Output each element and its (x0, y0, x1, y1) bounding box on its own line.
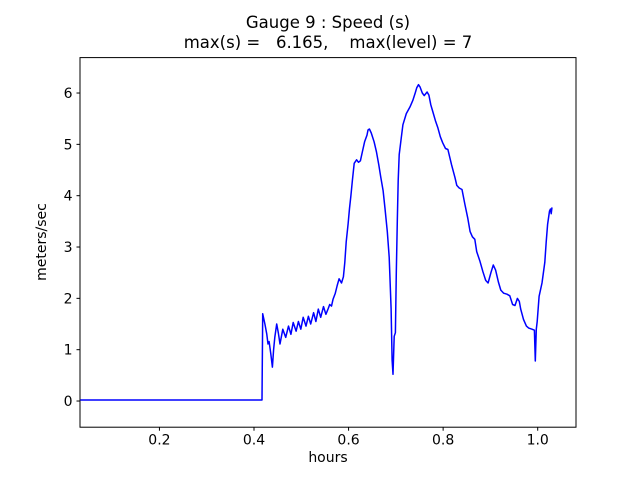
y-tick-label: 0 (64, 394, 73, 410)
y-tick-label: 4 (64, 189, 73, 205)
x-tick-label: 0.4 (243, 433, 265, 449)
y-tick-label: 3 (64, 240, 73, 256)
x-tick-label: 0.2 (148, 433, 170, 449)
y-axis-ticks: 0 1 2 3 4 5 6 (64, 86, 80, 410)
y-tick-label: 6 (64, 86, 73, 102)
x-tick-label: 0.8 (432, 433, 454, 449)
speed-line (80, 83, 553, 401)
chart-subtitle: max(s) = 6.165, max(level) = 7 (184, 33, 473, 52)
x-axis-ticks: 0.2 0.4 0.6 0.8 1.0 (148, 427, 549, 449)
plot-border (79, 57, 577, 428)
x-tick-label: 1.0 (527, 433, 549, 449)
y-tick-label: 1 (64, 343, 73, 359)
y-tick-label: 5 (64, 137, 73, 153)
x-tick-label: 0.6 (337, 433, 359, 449)
chart-title: Gauge 9 : Speed (s) (246, 13, 410, 32)
y-tick-label: 2 (64, 291, 73, 307)
x-axis-label: hours (308, 450, 347, 466)
y-axis-label: meters/sec (34, 203, 50, 281)
